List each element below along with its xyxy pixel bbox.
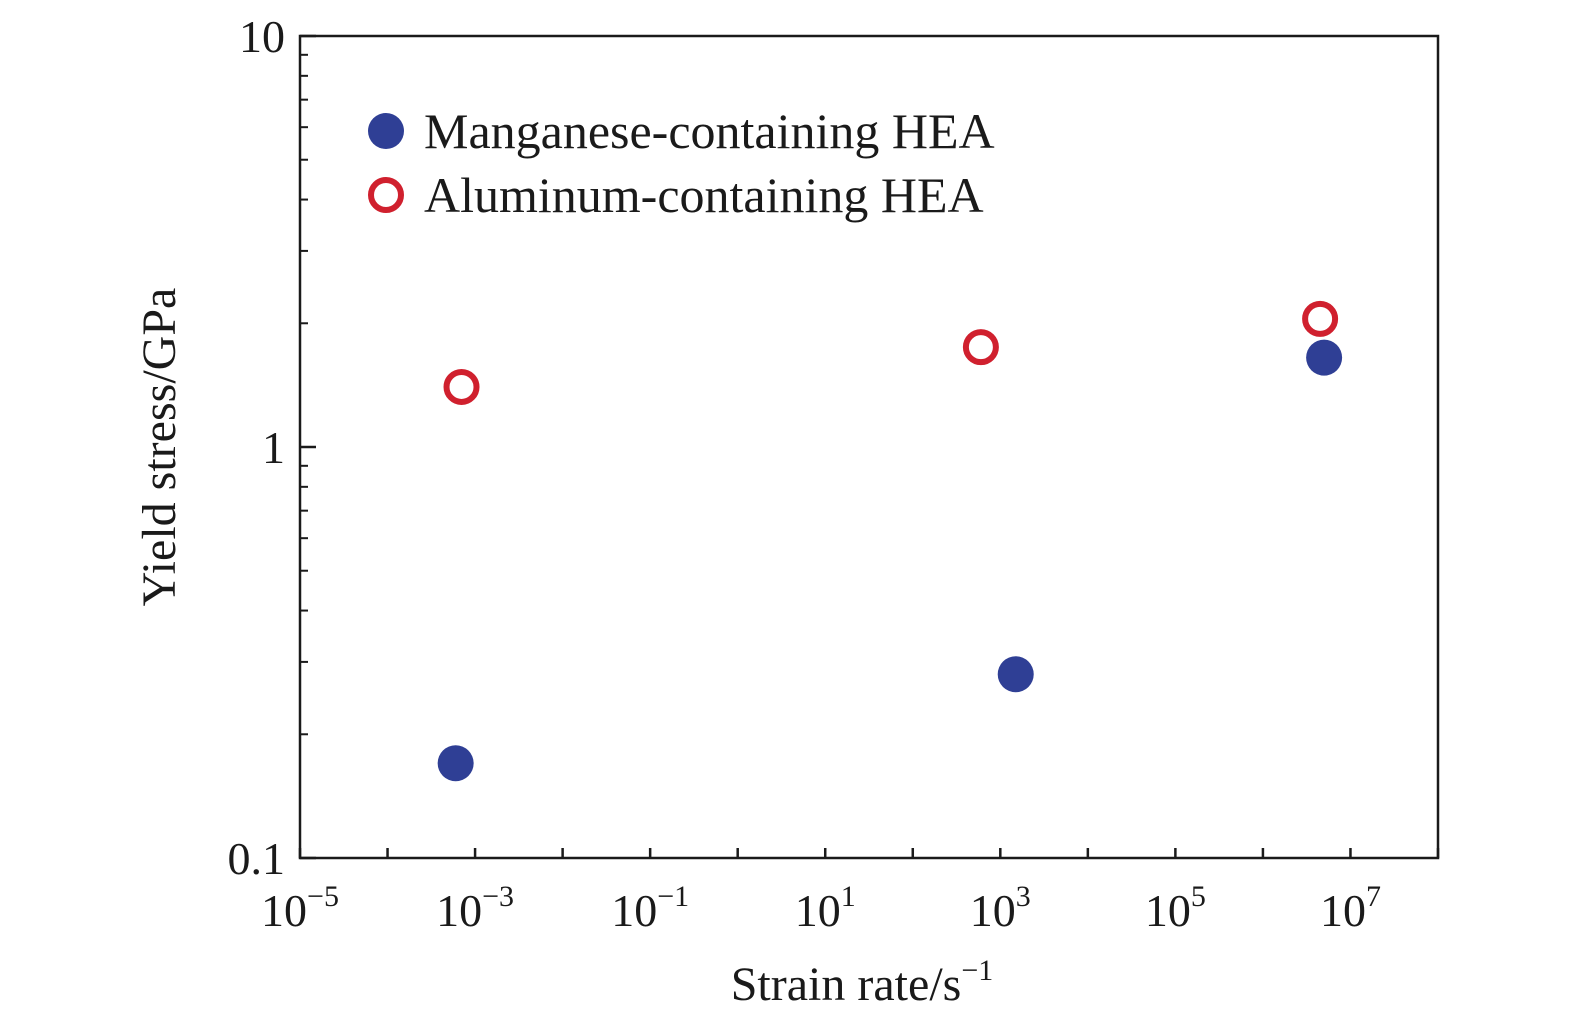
y-tick-label: 0.1 bbox=[228, 833, 286, 884]
point-manganese-hea bbox=[997, 656, 1034, 693]
point-aluminum-hea bbox=[962, 329, 999, 366]
point-manganese-hea bbox=[437, 745, 474, 782]
legend-marker-aluminum bbox=[368, 177, 404, 213]
point-aluminum-hea bbox=[1302, 300, 1339, 337]
x-tick-label: 10−3 bbox=[436, 880, 514, 936]
data-points bbox=[437, 300, 1343, 782]
y-axis: 0.1 1 10 bbox=[228, 11, 316, 884]
legend-marker-manganese bbox=[368, 113, 404, 149]
x-axis: 10−5 10−3 10−1 101 103 105 107 bbox=[261, 848, 1440, 936]
y-axis-title: Yield stress/GPa bbox=[133, 288, 186, 607]
x-tick-label: 107 bbox=[1320, 880, 1381, 936]
x-tick-label: 10−1 bbox=[611, 880, 689, 936]
plot-frame bbox=[298, 34, 1440, 860]
x-tick-label: 103 bbox=[970, 880, 1031, 936]
x-tick-label: 105 bbox=[1145, 880, 1206, 936]
x-axis-title-superscript: −1 bbox=[961, 954, 993, 987]
legend-label: Aluminum-containing HEA bbox=[424, 167, 984, 223]
x-tick-label: 10−5 bbox=[261, 880, 339, 936]
x-tick-label: 101 bbox=[795, 880, 856, 936]
point-manganese-hea bbox=[1306, 339, 1343, 376]
y-tick-label: 1 bbox=[262, 422, 285, 473]
y-tick-label: 10 bbox=[239, 11, 285, 62]
point-aluminum-hea bbox=[443, 368, 480, 405]
legend: Manganese-containing HEA Aluminum-contain… bbox=[368, 103, 995, 223]
x-axis-title: Strain rate/s−1 bbox=[731, 954, 994, 1011]
legend-label: Manganese-containing HEA bbox=[424, 103, 995, 159]
